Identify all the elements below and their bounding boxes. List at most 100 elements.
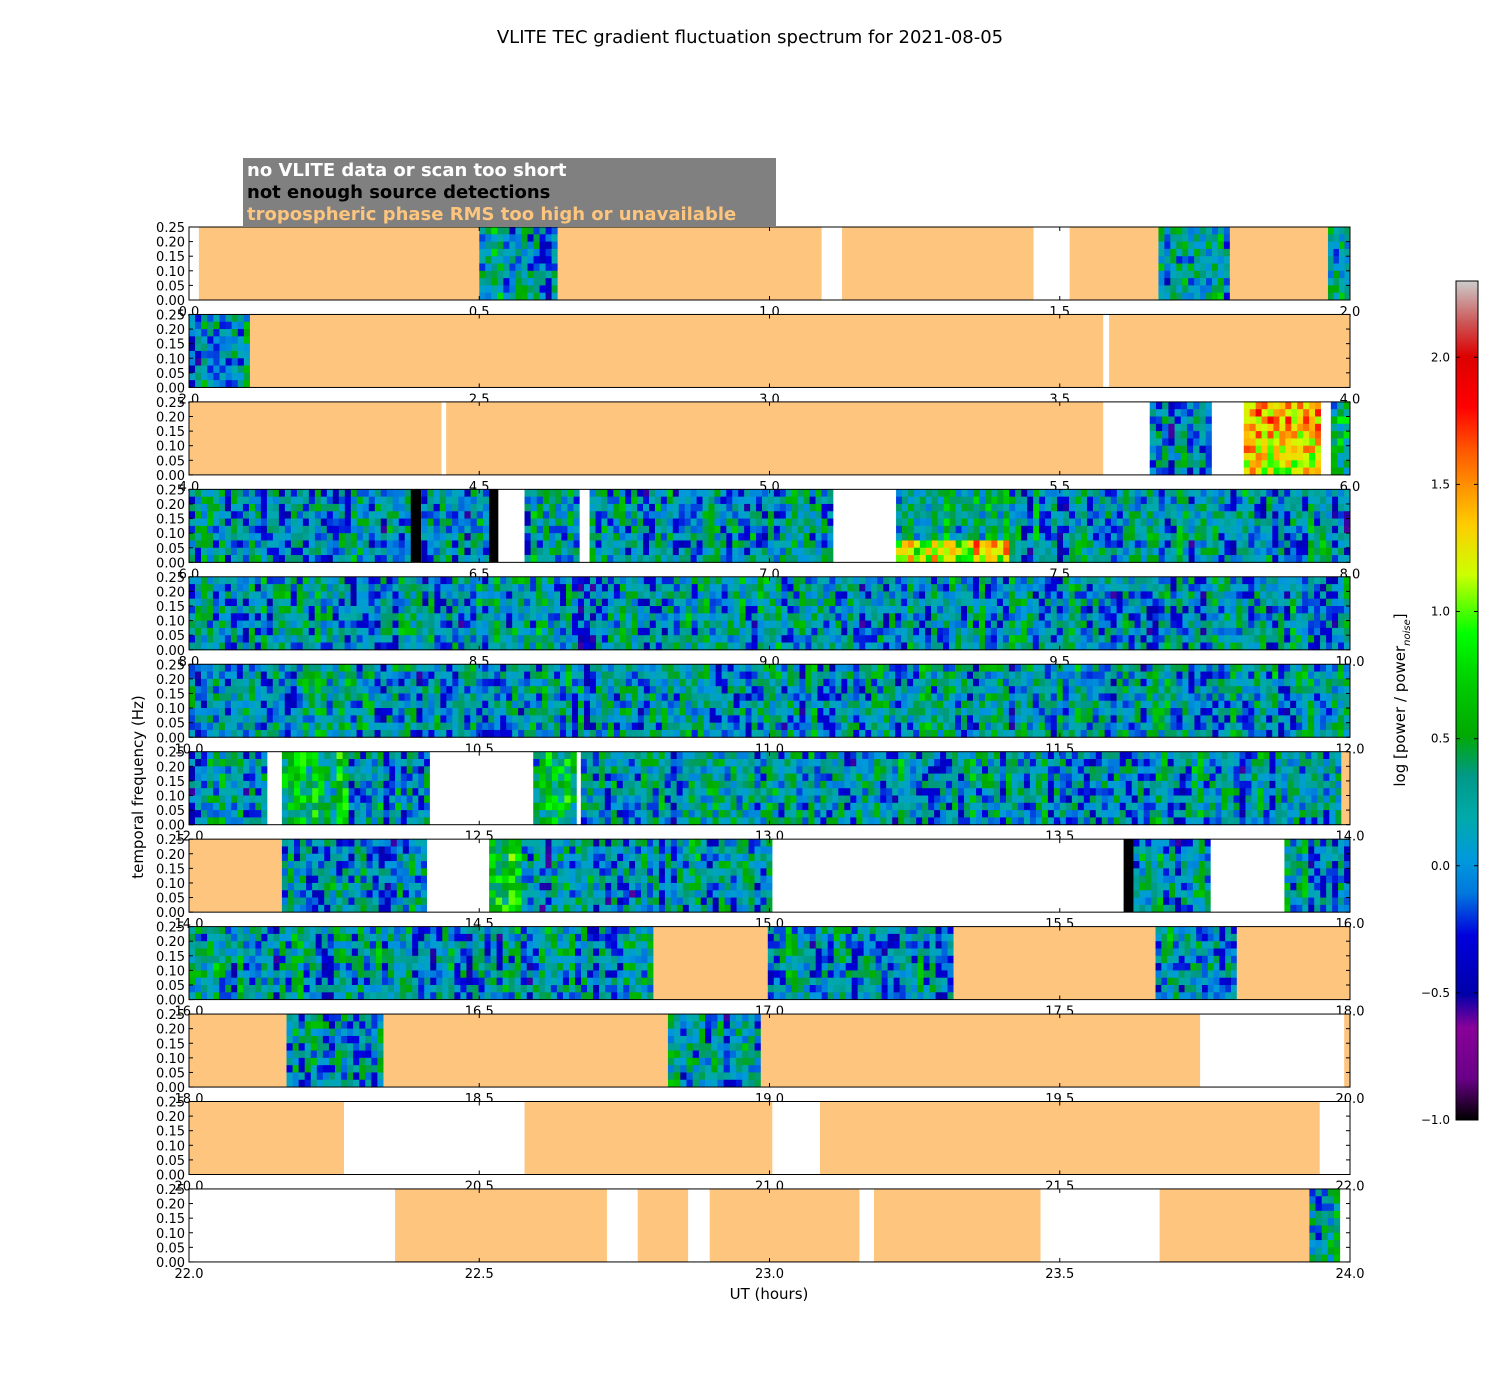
spectrum-cell — [422, 700, 429, 709]
spectrum-cell — [434, 642, 441, 651]
spectrum-cell — [1344, 627, 1351, 636]
spectrum-cell — [527, 292, 534, 301]
spectrum-cell — [206, 511, 214, 519]
spectrum-cell — [931, 576, 938, 585]
spectrum-cell — [714, 518, 721, 527]
spectrum-cell — [338, 715, 345, 724]
spectrum-cell — [464, 525, 471, 534]
spectrum-cell — [362, 503, 370, 512]
spectrum-cell — [799, 620, 806, 629]
spectrum-cell — [482, 547, 490, 556]
spectrum-cell — [302, 606, 310, 614]
spectrum-cell — [503, 241, 510, 250]
spectrum-cell — [726, 511, 733, 519]
spectrum-cell — [595, 591, 603, 600]
spectrum-cell — [506, 598, 513, 607]
spectrum-cell — [773, 525, 781, 534]
spectrum-cell — [320, 576, 328, 585]
spectrum-cell — [248, 613, 256, 621]
spectrum-cell — [1320, 525, 1327, 534]
spectrum-cell — [200, 540, 208, 549]
spectrum-cell — [631, 555, 638, 563]
spectrum-cell — [326, 547, 334, 556]
spectrum-cell — [189, 729, 196, 738]
spectrum-cell — [1020, 635, 1028, 643]
spectrum-cell — [428, 606, 435, 614]
spectrum-cell — [422, 627, 429, 636]
spectrum-cell — [589, 503, 596, 512]
spectrum-cell — [955, 547, 962, 556]
segment-trop — [842, 227, 1034, 300]
spectrum-cell — [902, 503, 909, 512]
spectrum-cell — [1155, 438, 1163, 447]
spectrum-cell — [643, 555, 650, 563]
spectrum-cell — [470, 555, 478, 563]
y-tick-label: 0.00 — [156, 381, 185, 396]
spectrum-cell — [518, 576, 525, 585]
spectrum-cell — [338, 642, 345, 651]
spectrum-cell — [189, 693, 196, 702]
spectrum-cell — [1057, 555, 1064, 563]
spectrum-cell — [236, 693, 244, 702]
spectrum-cell — [452, 613, 459, 621]
spectrum-cell — [696, 496, 703, 505]
spectrum-cell — [1296, 620, 1303, 629]
spectrum-cell — [1020, 584, 1028, 592]
spectrum-cell — [1146, 511, 1154, 519]
spectrum-cell — [613, 627, 621, 636]
spectrum-cell — [272, 547, 280, 556]
spectrum-cell — [1194, 525, 1201, 534]
spectrum-cell — [374, 620, 381, 629]
spectrum-cell — [452, 664, 459, 672]
spectrum-cell — [521, 227, 528, 235]
spectrum-cell — [332, 555, 340, 563]
spectrum-cell — [1168, 445, 1175, 454]
spectrum-cell — [714, 489, 721, 498]
spectrum-cell — [895, 591, 902, 600]
spectrum-cell — [530, 613, 537, 621]
spectrum-cell — [374, 635, 381, 643]
spectrum-cell — [949, 540, 957, 549]
spectrum-cell — [470, 518, 478, 527]
spectrum-cell — [573, 547, 581, 556]
spectrum-cell — [1134, 518, 1142, 527]
spectrum-cell — [696, 525, 703, 534]
spectrum-cell — [476, 635, 483, 643]
spectrum-cell — [637, 635, 645, 643]
spectrum-cell — [1273, 453, 1280, 461]
spectrum-cell — [278, 503, 286, 512]
spectrum-cell — [200, 525, 208, 534]
spectrum-cell — [925, 540, 933, 549]
spectrum-cell — [1255, 401, 1262, 410]
y-tick-label: 0.10 — [156, 440, 185, 455]
spectrum-cell — [685, 613, 693, 621]
spectrum-cell — [237, 358, 245, 366]
spectrum-cell — [230, 722, 238, 731]
spectrum-cell — [955, 576, 962, 585]
spectrum-cell — [509, 263, 516, 272]
spectrum-cell — [691, 627, 699, 636]
spectrum-cell — [1170, 540, 1178, 549]
spectrum-cell — [524, 533, 532, 541]
spectrum-cell — [482, 525, 490, 534]
spectrum-cell — [1314, 503, 1321, 512]
spectrum-cell — [613, 540, 620, 549]
spectrum-cell — [314, 584, 322, 592]
spectrum-cell — [1320, 613, 1327, 621]
spectrum-cell — [1026, 613, 1034, 621]
spectrum-cell — [1314, 496, 1321, 505]
spectrum-cell — [1206, 278, 1213, 286]
spectrum-cell — [738, 533, 745, 541]
spectrum-cell — [1261, 460, 1268, 468]
spectrum-cell — [991, 489, 998, 498]
spectrum-cell — [817, 584, 824, 592]
spectrum-cell — [1074, 635, 1082, 643]
spectrum-cell — [308, 606, 316, 614]
spectrum-cell — [260, 708, 268, 716]
spectrum-cell — [189, 613, 196, 621]
spectrum-cell — [368, 620, 375, 629]
spectrum-cell — [189, 511, 196, 519]
spectrum-cell — [1170, 496, 1178, 505]
spectrum-cell — [439, 496, 447, 505]
spectrum-cell — [296, 715, 304, 724]
